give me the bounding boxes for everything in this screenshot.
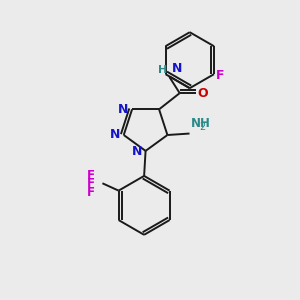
Text: N: N [118,103,129,116]
Text: 2: 2 [200,122,206,132]
Text: O: O [198,87,208,100]
Text: N: N [172,62,183,75]
Text: N: N [110,128,120,141]
Text: F: F [87,177,95,190]
Text: NH: NH [191,117,211,130]
Text: F: F [87,186,95,199]
Text: F: F [216,69,225,82]
Text: H: H [158,65,167,75]
Text: N: N [132,145,142,158]
Text: F: F [87,169,95,182]
